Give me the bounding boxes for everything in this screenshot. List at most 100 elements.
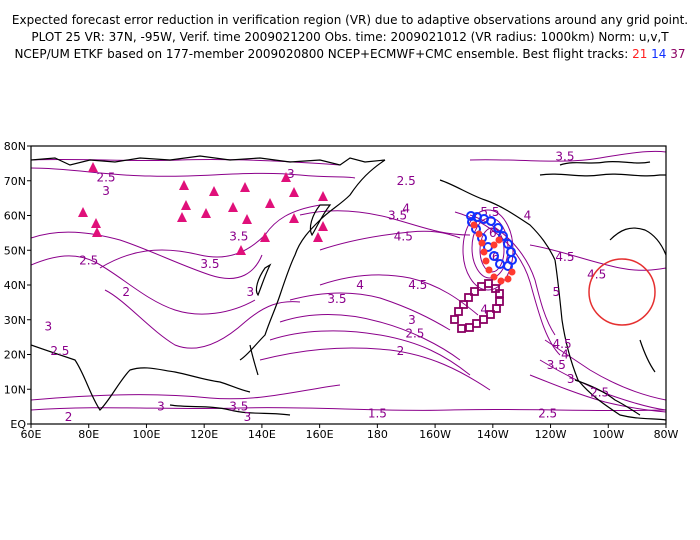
triangle-marker: [281, 172, 291, 182]
contour-label: 2: [397, 344, 405, 358]
coast-arctic-islands: [559, 160, 651, 166]
contour-label: 4: [524, 209, 532, 223]
contour-2-asia: [104, 289, 301, 349]
track-point: [486, 216, 496, 226]
contour-label: 2: [65, 410, 73, 424]
contour-label: 6: [492, 250, 500, 264]
contour-label: 3.5: [388, 209, 407, 223]
contour-2-npac-south: [259, 347, 491, 391]
contour-label: 6: [489, 226, 497, 240]
contour-label: 3.5: [555, 149, 574, 163]
contour-label: 3.5: [547, 358, 566, 372]
contour-label: 2.5: [50, 344, 69, 358]
header-line-1: Expected forecast error reduction in ver…: [11, 13, 689, 27]
track-point: [495, 297, 504, 306]
contour-label: 2.5: [96, 170, 115, 184]
header-line-3-text: NCEP/UM ETKF based on 177-member 2009020…: [14, 47, 629, 61]
lat-labels: EQ 10N 20N 30N 40N 50N 60N 70N 80N: [4, 140, 27, 431]
contour-label: 4.5: [408, 278, 427, 292]
lon-label: 120E: [190, 428, 218, 441]
lon-label: 120W: [535, 428, 567, 441]
track-label-c: 37: [670, 47, 686, 61]
triangle-marker: [88, 162, 98, 172]
lon-label: 160E: [306, 428, 334, 441]
track-point: [475, 230, 483, 238]
track-point: [490, 241, 498, 249]
lat-label: 30N: [4, 314, 26, 327]
track-point: [454, 307, 463, 316]
contour-label: 3: [102, 184, 110, 198]
triangle-marker: [179, 180, 189, 190]
contour-label: 5: [552, 285, 560, 299]
header-line-2: PLOT 25 VR: 37N, -95W, Verif. time 20090…: [31, 30, 669, 44]
coast-hudson-bay: [609, 227, 666, 256]
header-line-3: NCEP/UM ETKF based on 177-member 2009020…: [0, 46, 700, 63]
contour-2.5-asia: [31, 255, 256, 315]
triangle-marker: [240, 182, 250, 192]
lon-label: 140W: [477, 428, 509, 441]
track-point: [482, 257, 490, 265]
track-point: [498, 231, 508, 241]
contour-label: 4: [561, 348, 569, 362]
contour-6-center: [479, 227, 505, 273]
contour-label: 3.5: [327, 292, 346, 306]
contour-label: 2: [122, 285, 130, 299]
lon-label: 80W: [654, 428, 679, 441]
lon-label: 100E: [132, 428, 160, 441]
triangle-marker: [228, 202, 238, 212]
contour-3.5-npac-south: [289, 292, 451, 331]
lon-label: 60E: [21, 428, 42, 441]
triangle-marker: [236, 245, 246, 255]
contour-3.5-west: [539, 359, 666, 411]
triangle-marker: [209, 186, 219, 196]
contour-5-center: [462, 209, 514, 291]
triangle-marker: [92, 227, 102, 237]
triangle-marker: [177, 212, 187, 222]
contour-label: 3.5: [200, 257, 219, 271]
track-point: [489, 251, 499, 261]
coast-canada-north: [539, 173, 666, 177]
flight-track-purple: [450, 279, 504, 333]
contour-4-npac: [299, 210, 471, 236]
lon-labels: 60E 80E 100E 120E 140E 160E 180 160W 140W 120W 100…: [21, 428, 679, 441]
contour-3.5-asia: [99, 204, 321, 269]
coast-florida: [639, 339, 656, 373]
track-point: [490, 273, 498, 281]
plot-area: [31, 146, 666, 424]
track-label-a: 21: [632, 47, 648, 61]
track-point: [479, 315, 488, 324]
track-point: [459, 300, 468, 309]
contour-label: 2.5: [79, 254, 98, 268]
triangle-marker: [289, 187, 299, 197]
contour-label: 3: [157, 400, 165, 414]
coast-japan: [255, 263, 272, 297]
contour-label: 4.5: [555, 250, 574, 264]
verification-region-circle: [588, 258, 656, 326]
lat-label: 70N: [4, 175, 26, 188]
track-point: [470, 287, 479, 296]
track-point: [485, 266, 493, 274]
track-point: [508, 268, 516, 276]
lon-label: 80E: [78, 428, 99, 441]
triangle-marker: [313, 232, 323, 242]
contour-label: 1.5: [368, 407, 387, 421]
coast-kamchatka: [309, 204, 332, 237]
contour-label: 2.5: [405, 327, 424, 341]
contour-label: 4: [402, 202, 410, 216]
contour-label: 3: [247, 285, 255, 299]
dropsonde-triangles: [78, 162, 328, 255]
contour-1.5-tropics: [31, 407, 666, 412]
contour-label: 4: [480, 302, 488, 316]
contour-3-npac-south: [279, 314, 461, 361]
track-point: [493, 223, 503, 233]
lat-ticks: [27, 145, 31, 425]
track-label-b: 14: [651, 47, 667, 61]
lon-label: 100W: [592, 428, 624, 441]
track-point: [450, 315, 459, 324]
contour-2.5-north: [31, 158, 341, 166]
map-header: Expected forecast error reduction in ver…: [0, 12, 700, 63]
track-point: [495, 259, 505, 269]
lat-label: 20N: [4, 349, 26, 362]
triangle-marker: [201, 208, 211, 218]
